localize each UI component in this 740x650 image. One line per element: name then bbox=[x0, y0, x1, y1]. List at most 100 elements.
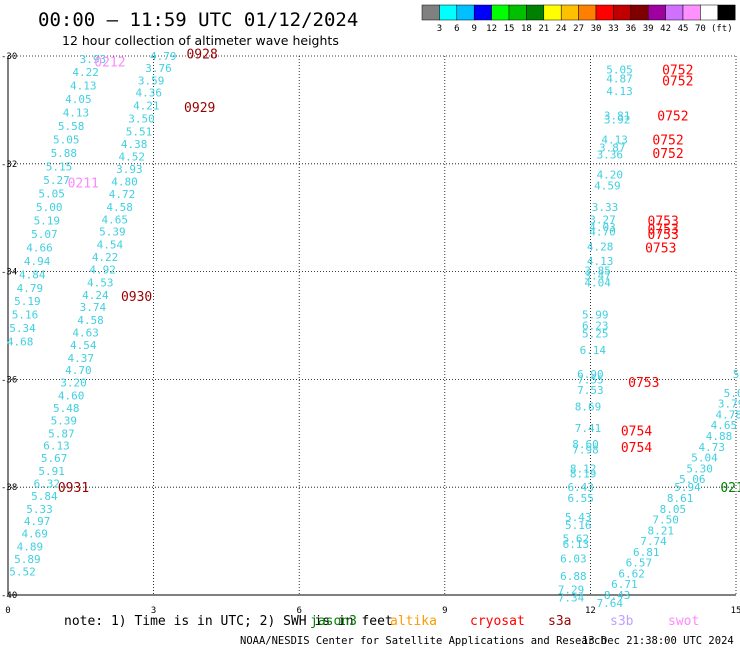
swh-value: 4.92 bbox=[89, 263, 116, 276]
swh-value: 4.52 bbox=[119, 150, 146, 163]
pass-time-label: 0752 bbox=[652, 147, 683, 162]
legend-swatch bbox=[665, 4, 684, 21]
swh-value: 4.58 bbox=[77, 314, 104, 327]
swh-value: 5.67 bbox=[41, 452, 68, 465]
swh-value: 7.98 bbox=[572, 443, 599, 456]
legend-label: 42 bbox=[660, 24, 671, 34]
swh-value: 8.43 bbox=[604, 589, 631, 602]
x-tick-label: 0 bbox=[5, 606, 10, 616]
swh-value: 4.22 bbox=[92, 251, 119, 264]
swh-value: 4.58 bbox=[106, 201, 133, 214]
pass-time-label: 0930 bbox=[121, 290, 152, 305]
swh-value: 3.27 bbox=[589, 213, 616, 226]
swh-value: 7.74 bbox=[640, 535, 667, 548]
pass-time-label: 0752 bbox=[657, 109, 688, 124]
y-tick-label: -38 bbox=[1, 483, 17, 493]
swh-value: 3.59 bbox=[138, 74, 165, 87]
legend-swatch bbox=[595, 4, 614, 21]
swh-value: 4.59 bbox=[594, 179, 621, 192]
swh-value: 6.13 bbox=[43, 440, 70, 453]
swh-value: 4.22 bbox=[72, 66, 99, 79]
legend-label: 30 bbox=[591, 24, 602, 34]
swh-value: 8.21 bbox=[648, 524, 675, 537]
plot-grid bbox=[7, 55, 737, 596]
swh-value: 5.99 bbox=[582, 309, 609, 322]
swh-value: 4.89 bbox=[17, 540, 44, 553]
swh-value: 7.53 bbox=[577, 384, 604, 397]
swh-value: 4.65 bbox=[711, 419, 738, 432]
swh-value: 4.79 bbox=[150, 50, 177, 63]
swh-value: 4.70 bbox=[65, 364, 92, 377]
legend-label: 39 bbox=[643, 24, 654, 34]
swh-value: 7.41 bbox=[575, 422, 602, 435]
swh-value: 5.91 bbox=[38, 465, 65, 478]
footer-credit: NOAA/NESDIS Center for Satellite Applica… bbox=[240, 635, 607, 647]
swh-value: 4.79 bbox=[17, 282, 44, 295]
swh-value: 5.05 bbox=[53, 134, 80, 147]
swh-value: 3.36 bbox=[597, 149, 624, 162]
x-tick-label: 9 bbox=[442, 606, 447, 616]
swh-value: 5.07 bbox=[31, 228, 58, 241]
y-tick-label: -32 bbox=[1, 160, 17, 170]
swh-value: 3.33 bbox=[592, 201, 619, 214]
swh-value: 5.05 bbox=[606, 63, 633, 76]
legend-label: 12 bbox=[486, 24, 497, 34]
legend-swatch bbox=[560, 4, 579, 21]
swh-value: 5.19 bbox=[14, 295, 41, 308]
swh-value: 5.94 bbox=[674, 481, 701, 494]
legend-label: 70 bbox=[695, 24, 706, 34]
pass-time-label: 0754 bbox=[621, 441, 652, 456]
swh-value: 5.87 bbox=[48, 427, 75, 440]
swh-value: 4.65 bbox=[102, 213, 129, 226]
swh-value: 6.90 bbox=[577, 368, 604, 381]
swh-value: 4.13 bbox=[587, 255, 614, 268]
legend-label: 21 bbox=[538, 24, 549, 34]
swh-value: 3.74 bbox=[80, 301, 107, 314]
swh-value: 3.20 bbox=[60, 377, 87, 390]
swh-value: 6.03 bbox=[560, 552, 587, 565]
swh-value: 5.52 bbox=[9, 565, 36, 578]
swh-value: 4.73 bbox=[698, 441, 725, 454]
y-tick-label: -36 bbox=[1, 375, 17, 385]
swh-value: 4.03 bbox=[589, 221, 616, 234]
swh-value: 5.27 bbox=[43, 174, 70, 187]
pass-time-label: 0931 bbox=[58, 481, 89, 496]
swh-value: 4.84 bbox=[19, 268, 46, 281]
swh-value: 4.60 bbox=[58, 390, 85, 403]
swh-value: 4.94 bbox=[24, 255, 51, 268]
swh-value: 4.37 bbox=[68, 352, 95, 365]
swh-value: 4.68 bbox=[7, 336, 34, 349]
swh-value: 6.88 bbox=[560, 570, 587, 583]
swh-value: 5.0 bbox=[724, 387, 740, 400]
swh-value: 4.97 bbox=[24, 515, 51, 528]
pass-time-label: 0752 bbox=[652, 134, 683, 149]
satellite-name-s3b: s3b bbox=[610, 614, 634, 629]
swh-value: 5.05 bbox=[38, 187, 65, 200]
swh-value: 4.38 bbox=[121, 138, 148, 151]
swh-value: 4.24 bbox=[82, 289, 109, 302]
footer-timestamp: 13 Dec 21:38:00 UTC 2024 bbox=[582, 635, 734, 647]
swh-value: 4.28 bbox=[587, 240, 614, 253]
legend-swatch bbox=[543, 4, 562, 21]
legend-unit: (ft) bbox=[711, 24, 733, 34]
legend-label: 18 bbox=[521, 24, 532, 34]
swh-value: 5.34 bbox=[9, 322, 36, 335]
swh-value: 4.21 bbox=[133, 100, 160, 113]
swh-value: 8.61 bbox=[667, 492, 694, 505]
legend-swatch bbox=[717, 4, 736, 21]
y-tick-label: -30 bbox=[1, 52, 17, 62]
swh-value: 5.19 bbox=[34, 214, 61, 227]
pass-time-label: 0212 bbox=[94, 55, 125, 70]
swh-value: 5.48 bbox=[53, 402, 80, 415]
pass-time-labels: 0212092809290211093009310752075207520752… bbox=[58, 47, 740, 496]
legend-label: 3 bbox=[437, 24, 442, 34]
swh-value: 4.70 bbox=[589, 226, 616, 239]
color-legend: 3 6 9 12 15 18 21 24 27 30 33 36 39 42 45 70 (ft) bbox=[421, 4, 736, 34]
swh-value: 5.15 bbox=[46, 160, 73, 173]
swh-value: 8.05 bbox=[660, 503, 687, 516]
pass-time-label: 0753 bbox=[628, 376, 659, 391]
satellite-name-cryosat: cryosat bbox=[470, 614, 525, 629]
legend-swatch bbox=[578, 4, 597, 21]
swh-value: 4.87 bbox=[606, 73, 633, 86]
